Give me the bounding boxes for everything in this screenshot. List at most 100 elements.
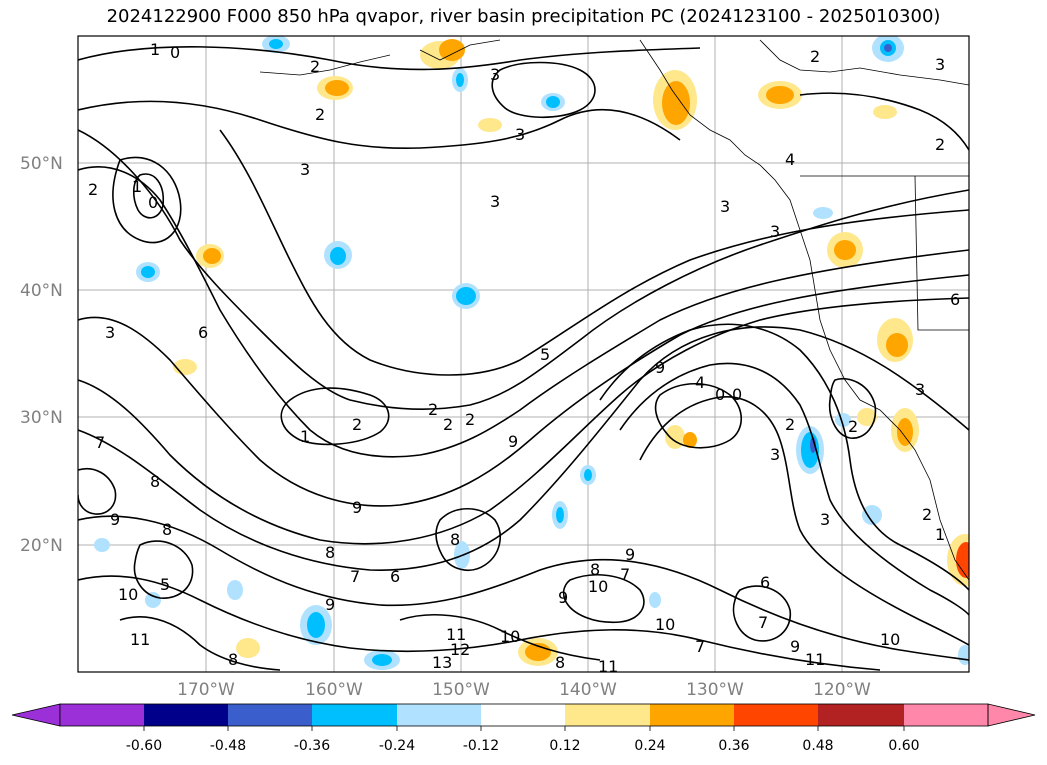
colorbar-segment [228, 704, 312, 726]
colorbar-tick-label: -0.36 [294, 738, 330, 754]
colorbar-segment [397, 704, 481, 726]
contour-label: 6 [950, 290, 960, 309]
lon-label-150w: 150°W [432, 680, 490, 700]
contour-label: 9 [110, 510, 120, 529]
contour-label: 7 [695, 637, 705, 656]
contour-label: 6 [760, 573, 770, 592]
lon-label-120w: 120°W [813, 680, 871, 700]
contour-label: 10 [880, 630, 900, 649]
colorbar-segment [904, 704, 988, 726]
contour-label: 9 [558, 588, 568, 607]
contour-label: 1 [150, 40, 160, 59]
contour-label: 8 [162, 520, 172, 539]
contour-label: 2 [935, 135, 945, 154]
colorbar-tick-label: -0.60 [126, 738, 162, 754]
contour-label: 4 [695, 373, 705, 392]
contour-label: 2 [785, 415, 795, 434]
contour-label: 9 [790, 637, 800, 656]
contour-label: 2 [352, 415, 362, 434]
colorbar-tick-label: 0.12 [549, 738, 580, 754]
vapor-contours [78, 46, 969, 671]
contour-label: 11 [805, 650, 825, 669]
lon-label-130w: 130°W [686, 680, 744, 700]
contour-label: 5 [540, 345, 550, 364]
lon-label-140w: 140°W [559, 680, 617, 700]
map-title: 2024122900 F000 850 hPa qvapor, river ba… [106, 6, 941, 27]
contour-label: 0 [170, 43, 180, 62]
colorbar-tick-label: 0.24 [634, 738, 665, 754]
contour-label: 2 [310, 57, 320, 76]
contour-label: 1 [132, 177, 142, 196]
contour-label: 11 [446, 625, 466, 644]
contour-label: 11 [598, 657, 618, 676]
contour-label: 7 [95, 433, 105, 452]
contour-label: 3 [935, 55, 945, 74]
contour-label: 3 [720, 197, 730, 216]
contour-label: 10 [500, 627, 520, 646]
contour-label: 8 [228, 650, 238, 669]
colorbar-frame [59, 703, 989, 727]
precip-shading [94, 36, 969, 670]
contour-label: 9 [655, 358, 665, 377]
lat-label-20n: 20°N [20, 536, 63, 556]
lat-label-30n: 30°N [20, 408, 63, 428]
contour-label: 0 [715, 385, 725, 404]
contour-label: 1 [935, 525, 945, 544]
contour-label: 9 [352, 498, 362, 517]
contour-label: 12 [450, 640, 470, 659]
contour-label: 2 [88, 180, 98, 199]
colorbar-segment [734, 704, 818, 726]
colorbar-over-arrow [987, 703, 1036, 727]
lat-label-40n: 40°N [20, 281, 63, 301]
contour-label: 8 [555, 653, 565, 672]
contour-label: 3 [105, 323, 115, 342]
contour-label-group: 0 1 2 3 2 3 3 3 3 2 3 2 4 3 2 1 0 3 5 6 … [88, 40, 960, 676]
colorbar-tick-label: 0.36 [718, 738, 749, 754]
lat-label-50n: 50°N [20, 154, 63, 174]
contour-label: 2 [315, 105, 325, 124]
colorbar: -0.60 -0.48 -0.36 -0.24 -0.12 0.12 0.24 … [11, 703, 1036, 754]
contour-label: 7 [350, 567, 360, 586]
colorbar-segment [650, 704, 734, 726]
contour-label: 1 [300, 427, 310, 446]
graticule [78, 36, 969, 672]
contour-label: 2 [428, 400, 438, 419]
contour-label: 2 [443, 415, 453, 434]
contour-label: 2 [848, 417, 858, 436]
colorbar-segment [144, 704, 228, 726]
contour-label: 8 [590, 560, 600, 579]
lon-label-160w: 160°W [305, 680, 363, 700]
contour-label: 9 [508, 432, 518, 451]
colorbar-tick-label: 0.60 [888, 738, 919, 754]
contour-label: 10 [588, 577, 608, 596]
contour-label: 3 [915, 380, 925, 399]
colorbar-tick-label: -0.24 [379, 738, 415, 754]
contour-label: 3 [490, 192, 500, 211]
contour-label: 3 [770, 222, 780, 241]
contour-label: 7 [620, 565, 630, 584]
colorbar-tick-label: -0.12 [463, 738, 499, 754]
coastlines [259, 39, 969, 581]
contour-label: 6 [198, 323, 208, 342]
colorbar-segment [565, 704, 650, 726]
contour-label: 9 [625, 545, 635, 564]
colorbar-segment [312, 704, 397, 726]
colorbar-segment [818, 704, 904, 726]
colorbar-segment [481, 704, 565, 726]
colorbar-tick-label: -0.48 [210, 738, 246, 754]
colorbar-under-arrow [11, 703, 61, 727]
contour-label: 13 [432, 653, 452, 672]
contour-label: 9 [325, 595, 335, 614]
contour-label: 7 [758, 613, 768, 632]
contour-label: 2 [810, 47, 820, 66]
contour-label: 3 [515, 125, 525, 144]
contour-label: 3 [820, 510, 830, 529]
contour-label: 4 [785, 150, 795, 169]
contour-label: 8 [325, 543, 335, 562]
contour-label: 5 [160, 575, 170, 594]
colorbar-segment [60, 704, 144, 726]
contour-label: 8 [450, 530, 460, 549]
contour-label: 3 [300, 160, 310, 179]
contour-label: 0 [732, 385, 742, 404]
contour-label: 2 [922, 505, 932, 524]
